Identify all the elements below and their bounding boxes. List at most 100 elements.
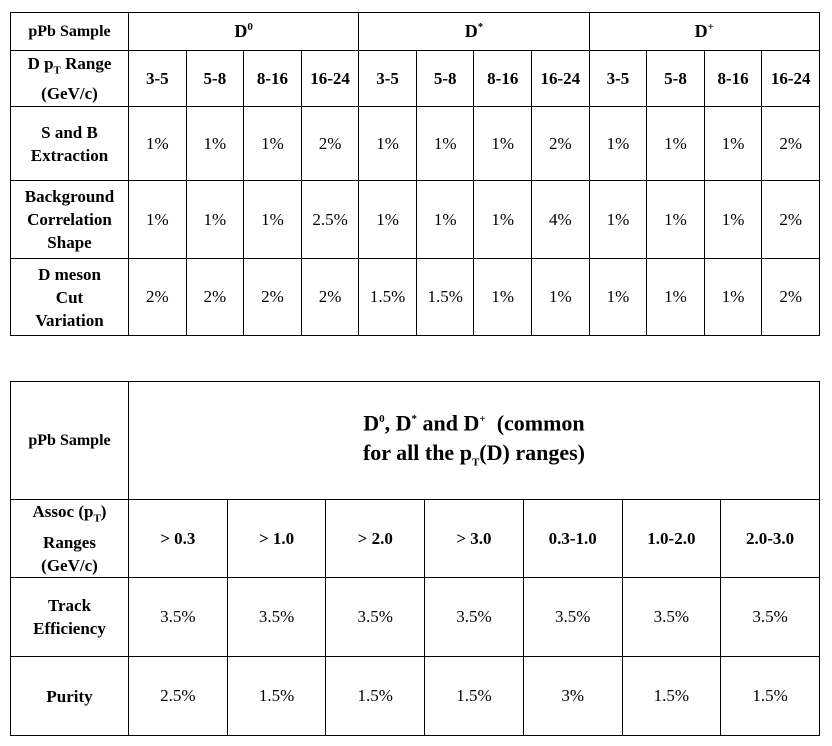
table-row: Purity 2.5% 1.5% 1.5% 1.5% 3% 1.5% 1.5% — [10, 656, 820, 736]
row-label: Background Correlation Shape — [10, 180, 129, 259]
range-bin-cell: 16-24 — [761, 50, 820, 107]
systematics-table-2: pPb Sample D0, D* and D+ (common for all… — [10, 381, 820, 736]
title-text: D — [395, 409, 412, 435]
value-cell: 2% — [761, 180, 820, 259]
value-cell: 2% — [531, 106, 590, 181]
range-bin-cell: 16-24 — [531, 50, 590, 107]
title-text: and — [417, 409, 464, 435]
title-text: , — [384, 409, 396, 435]
value-cell: 2% — [185, 258, 245, 336]
value-cell: 3% — [522, 656, 623, 736]
range-bin-cell: 3-5 — [358, 50, 417, 107]
corner-label: pPb Sample — [10, 12, 129, 51]
value-cell: 3.5% — [522, 577, 623, 657]
table-row: S and B Extraction 1% 1% 1% 2% 1% 1% 1% 2% 1% 1% 1%… — [10, 106, 820, 181]
table-row: Background Correlation Shape 1% 1% 1% 2.5% 1% 1… — [10, 180, 820, 259]
row-label-line: S and B — [41, 122, 98, 142]
row-label-line: Track — [47, 596, 92, 615]
value-cell: 1% — [185, 106, 245, 181]
title-superscript: * — [411, 412, 418, 425]
title-superscript: 0 — [379, 412, 385, 425]
value-cell: 1% — [646, 106, 705, 181]
value-cell: 1% — [588, 106, 648, 181]
table-row: D meson Cut Variation 2% 2% 2% 2% 1.5% 1.5% 1% 1%… — [10, 258, 820, 336]
row-label-line: Variation — [35, 310, 104, 330]
assoc-range-row: Assoc (pT) Ranges (GeV/c) > 0.3 > 1.0 > 2.… — [10, 499, 820, 578]
value-cell: 1% — [185, 180, 245, 259]
meson-header-dplus: D+ — [588, 12, 820, 51]
title-text: D — [363, 409, 380, 435]
value-cell: 1.5% — [358, 258, 417, 336]
value-cell: 3.5% — [621, 577, 722, 657]
meson-superscript: + — [707, 21, 714, 33]
range-bin-cell: 3-5 — [588, 50, 648, 107]
value-cell: 1% — [703, 106, 763, 181]
value-cell: 1% — [243, 180, 302, 259]
meson-header-row: pPb Sample D0 D * D+ — [10, 12, 820, 51]
value-cell: 1% — [588, 180, 648, 259]
assoc-subscript: T — [93, 512, 101, 525]
range-bin-cell: 8-16 — [473, 50, 533, 107]
value-cell: 3.5% — [128, 577, 228, 657]
pt-subscript: T — [53, 64, 61, 77]
row-label-line: Cut — [55, 287, 84, 307]
row-label-line: Purity — [46, 686, 93, 706]
meson-symbol: D — [694, 21, 708, 41]
assoc-label-text: Ranges — [43, 532, 96, 552]
range-bin-cell: 5-8 — [646, 50, 705, 107]
range-bin-cell: 1.0-2.0 — [621, 499, 722, 578]
value-cell: 1.5% — [424, 656, 524, 736]
pt-range-row: D pT Range (GeV/c) 3-5 5-8 8-16 16-24 3-5 5-8… — [10, 50, 820, 107]
meson-superscript: * — [477, 21, 484, 33]
range-bin-cell: 16-24 — [300, 50, 360, 107]
table-row: Track Efficiency 3.5% 3.5% 3.5% 3.5% 3.5% 3.5%… — [10, 577, 820, 657]
value-cell: 3.5% — [424, 577, 524, 657]
row-label-line: D meson — [38, 264, 101, 284]
row-label-line: Extraction — [30, 145, 109, 165]
row-label-line: Efficiency — [33, 619, 106, 638]
assoc-range-label: Assoc (pT) Ranges (GeV/c) — [10, 499, 129, 578]
row-label: Purity — [10, 656, 129, 736]
title-text: for all the p — [362, 439, 472, 465]
value-cell: 1.5% — [621, 656, 722, 736]
title-subscript: T — [471, 456, 480, 469]
row-label-line: Background — [24, 187, 115, 206]
range-bin-cell: > 1.0 — [226, 499, 327, 578]
row-label: S and B Extraction — [10, 106, 129, 181]
meson-header-d0: D0 — [127, 12, 360, 51]
title-text: D — [463, 409, 480, 435]
range-bin-cell: 8-16 — [703, 50, 763, 107]
value-cell: 2% — [128, 258, 187, 336]
value-cell: 1% — [531, 258, 590, 336]
value-cell: 1% — [473, 106, 533, 181]
range-bin-cell: 8-16 — [243, 50, 302, 107]
title-text: (D) ranges) — [479, 439, 585, 465]
range-bin-cell: > 3.0 — [424, 499, 524, 578]
value-cell: 1.5% — [415, 258, 475, 336]
value-cell: 1% — [646, 258, 705, 336]
assoc-label-text: Assoc (p — [32, 502, 94, 522]
value-cell: 1.5% — [325, 656, 426, 736]
value-cell: 2.5% — [128, 656, 228, 736]
range-bin-cell: 0.3-1.0 — [522, 499, 623, 578]
value-cell: 1% — [473, 180, 533, 259]
value-cell: 2% — [761, 258, 820, 336]
pt-range-label-text: D p — [27, 53, 54, 73]
common-title: D0, D* and D+ (common for all the pT(D) … — [128, 381, 820, 500]
range-bin-cell: 5-8 — [185, 50, 245, 107]
value-cell: 1% — [243, 106, 302, 181]
row-label: D meson Cut Variation — [10, 258, 129, 336]
value-cell: 1% — [703, 180, 763, 259]
value-cell: 3.5% — [720, 577, 820, 657]
value-cell: 2% — [243, 258, 302, 336]
value-cell: 1% — [128, 106, 187, 181]
range-bin-cell: > 2.0 — [325, 499, 426, 578]
value-cell: 1% — [415, 106, 475, 181]
row-label-line: Shape — [47, 233, 92, 252]
value-cell: 3.5% — [325, 577, 426, 657]
common-header-row: pPb Sample D0, D* and D+ (common for all… — [10, 381, 820, 500]
range-bin-cell: 2.0-3.0 — [720, 499, 820, 578]
value-cell: 2% — [761, 106, 820, 181]
range-bin-cell: 5-8 — [415, 50, 475, 107]
value-cell: 1% — [703, 258, 763, 336]
